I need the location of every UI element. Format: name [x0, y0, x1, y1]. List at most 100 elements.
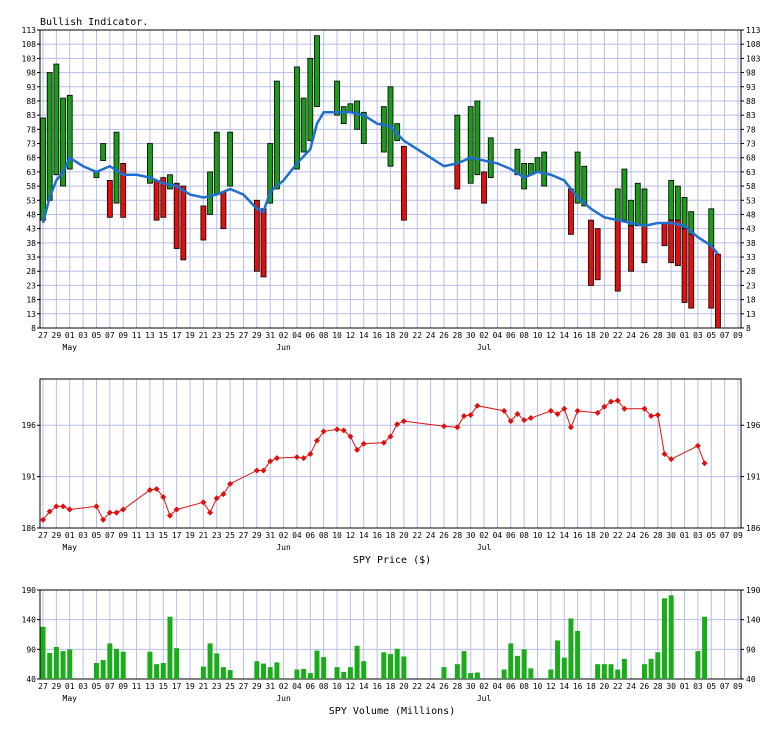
x-tick-label: 25 [225, 531, 235, 540]
x-tick-label: 26 [640, 531, 650, 540]
y-tick-label-right: 108 [746, 40, 761, 49]
y-tick-label: 43 [26, 225, 36, 234]
x-tick-label: 22 [412, 682, 422, 691]
bullish-bar [147, 143, 153, 184]
x-tick-label: 03 [693, 682, 703, 691]
x-tick-label: 13 [145, 682, 155, 691]
bullish-bar [113, 131, 120, 204]
x-tick-label: 10 [533, 331, 543, 340]
x-tick-label: 07 [105, 682, 115, 691]
x-tick-label: 19 [185, 682, 195, 691]
bullish-bar [581, 165, 588, 207]
x-tick-label: 20 [600, 331, 610, 340]
y-tick-label-right: 88 [746, 97, 756, 106]
volume-bar [334, 667, 340, 679]
bearish-bar [106, 180, 113, 218]
volume-bar [160, 662, 166, 679]
bearish-bar [180, 185, 187, 261]
x-tick-label: 02 [279, 682, 289, 691]
volume-bar [267, 667, 273, 679]
volume-bar [294, 669, 300, 679]
bearish-bar [668, 219, 675, 264]
x-tick-label: 18 [586, 531, 596, 540]
x-tick-label: 20 [399, 531, 409, 540]
price-point [93, 503, 100, 510]
x-tick-label: 18 [386, 331, 396, 340]
bullish-bar [467, 106, 474, 184]
month-label: Jun [276, 343, 291, 352]
y-tick-label: 83 [26, 111, 36, 120]
x-tick-label: 08 [319, 682, 329, 691]
x-tick-label: 30 [466, 331, 476, 340]
bullish-bar [66, 94, 73, 170]
price-point [100, 516, 107, 523]
x-tick-label: 12 [546, 531, 556, 540]
bearish-bar [568, 188, 574, 235]
y-tick-label-right: 40 [746, 675, 756, 684]
y-tick-label-right: 78 [746, 125, 756, 134]
x-tick-label: 18 [586, 331, 596, 340]
bullish-bar [314, 35, 320, 108]
month-label: Jul [477, 543, 492, 552]
x-tick-label: 15 [158, 531, 168, 540]
price-point [360, 440, 367, 447]
x-tick-label: 26 [439, 682, 449, 691]
x-tick-label: 28 [653, 331, 663, 340]
bullish-bar [360, 111, 367, 144]
bearish-bar [588, 219, 594, 286]
volume-bar [461, 651, 467, 679]
volume-bar [174, 648, 180, 679]
volume-bar [595, 664, 601, 679]
x-tick-label: 05 [706, 682, 716, 691]
x-tick-label: 13 [145, 531, 155, 540]
x-tick-label: 12 [546, 331, 556, 340]
volume-bar [207, 643, 213, 679]
x-tick-label: 10 [533, 531, 543, 540]
y-tick-label-right: 68 [746, 154, 756, 163]
bullish-bar [300, 97, 307, 153]
x-tick-label: 03 [78, 531, 88, 540]
price-point [227, 480, 234, 487]
x-tick-label: 07 [105, 531, 115, 540]
price-point [454, 424, 461, 431]
volume-bar [53, 646, 59, 679]
x-tick-label: 29 [52, 331, 62, 340]
bullish-bar [294, 66, 300, 170]
month-label: Jul [477, 343, 492, 352]
y-tick-label-right: 90 [746, 645, 756, 654]
price-point [273, 455, 280, 462]
bearish-bar [220, 191, 227, 230]
volume-bar [608, 664, 614, 679]
volume-bar [655, 652, 661, 679]
bullish-bar [340, 106, 347, 125]
volume-bar [501, 669, 507, 679]
price-point [467, 411, 474, 418]
x-tick-label: 29 [252, 531, 262, 540]
volume-bar [555, 640, 561, 679]
y-tick-label: 13 [26, 310, 36, 319]
x-tick-label: 21 [199, 682, 209, 691]
x-tick-label: 05 [92, 331, 102, 340]
x-tick-label: 16 [372, 531, 382, 540]
bearish-bar [260, 208, 267, 278]
volume-bar [648, 658, 654, 679]
price-point [380, 439, 387, 446]
x-tick-label: 01 [680, 682, 690, 691]
volume-bar [154, 664, 160, 679]
y-tick-label: 93 [26, 83, 36, 92]
x-tick-label: 19 [185, 331, 195, 340]
x-tick-label: 17 [172, 682, 182, 691]
y-tick-label-right: 8 [746, 324, 751, 333]
price-point [668, 456, 675, 463]
bearish-bar [628, 225, 634, 272]
x-tick-label: 24 [426, 331, 436, 340]
x-tick-label: 23 [212, 531, 222, 540]
x-tick-label: 10 [332, 331, 342, 340]
bearish-bar [454, 162, 461, 190]
x-tick-label: 04 [493, 331, 503, 340]
x-tick-label: 26 [640, 331, 650, 340]
x-tick-label: 26 [439, 531, 449, 540]
bearish-bar [400, 145, 407, 221]
x-tick-label: 10 [332, 531, 342, 540]
bearish-bar [173, 182, 180, 249]
